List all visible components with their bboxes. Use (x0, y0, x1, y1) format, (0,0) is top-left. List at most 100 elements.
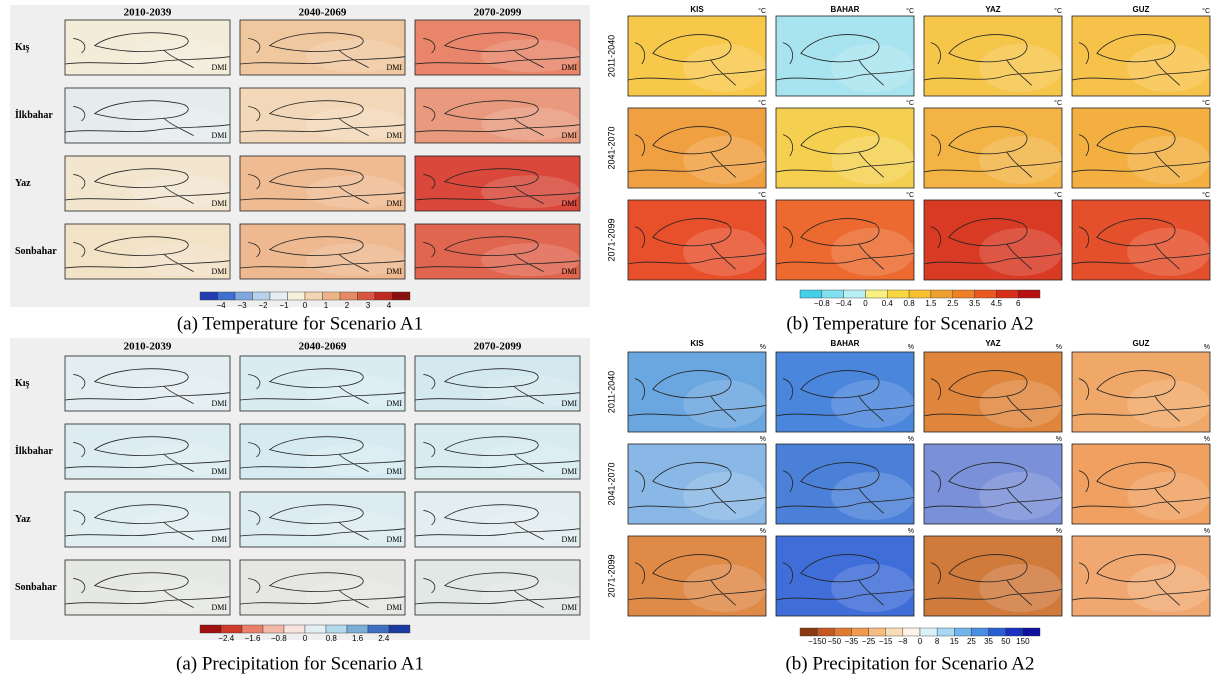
colorbar-box (903, 628, 920, 636)
column-header: 2070-2099 (474, 341, 522, 353)
column-header: 2010-2039 (124, 7, 172, 19)
map-shading (1127, 228, 1210, 276)
colorbar-box (326, 625, 347, 633)
unit-label: °C (758, 191, 766, 199)
map-shading (831, 228, 914, 276)
colorbar-tick-label: −2 (258, 301, 268, 310)
panel-label: DMI (386, 131, 402, 140)
panel-label: DMI (211, 267, 227, 276)
colorbar-box (323, 292, 341, 300)
colorbar-box (822, 290, 844, 298)
map-shading (831, 472, 914, 520)
panel-label: DMI (386, 399, 402, 408)
unit-label: % (1204, 344, 1210, 351)
map-shading (979, 228, 1062, 276)
colorbar-box (1006, 628, 1023, 636)
unit-label: % (760, 528, 766, 535)
column-header: BAHAR (831, 339, 860, 348)
colorbar-tick-label: −25 (862, 637, 876, 646)
colorbar-box (844, 290, 866, 298)
map-shading (1127, 564, 1210, 612)
map-shading (979, 44, 1062, 92)
column-header: BAHAR (831, 5, 860, 14)
colorbar-box (368, 625, 389, 633)
map-shading (979, 472, 1062, 520)
colorbar-tick-label: −35 (845, 637, 859, 646)
colorbar-tick-label: 6 (1016, 299, 1021, 308)
colorbar-box (253, 292, 271, 300)
column-header: 2070-2099 (474, 7, 522, 19)
colorbar-box (284, 625, 305, 633)
colorbar-box (389, 625, 410, 633)
column-header: KIS (690, 5, 704, 14)
colorbar-tick-label: 2.4 (378, 634, 390, 643)
colorbar-tick-label: 8 (935, 637, 940, 646)
panel-label: DMI (561, 267, 577, 276)
map-shading (831, 380, 914, 428)
colorbar-box (200, 292, 218, 300)
panel-label: DMI (386, 467, 402, 476)
panel-label: DMI (386, 63, 402, 72)
colorbar-tick-label: −1 (279, 301, 289, 310)
map-shading (683, 136, 766, 184)
colorbar-box (242, 625, 263, 633)
column-header: YAZ (985, 5, 1000, 14)
unit-label: °C (758, 99, 766, 107)
colorbar-tick-label: −1.6 (245, 634, 261, 643)
unit-label: °C (1054, 99, 1062, 107)
panel-label: DMI (211, 131, 227, 140)
colorbar-tick-label: 0.8 (904, 299, 916, 308)
map-shading (683, 564, 766, 612)
row-label: Sonbahar (15, 246, 57, 257)
colorbar-box (221, 625, 242, 633)
colorbar-box (834, 628, 851, 636)
colorbar-box (953, 290, 975, 298)
colorbar-box (393, 292, 411, 300)
unit-label: % (1204, 528, 1210, 535)
colorbar-box (218, 292, 236, 300)
unit-label: °C (1202, 7, 1210, 15)
map-shading (683, 380, 766, 428)
column-header: KIS (690, 339, 704, 348)
colorbar-tick-label: 2.5 (947, 299, 959, 308)
colorbar-tick-label: 35 (984, 637, 993, 646)
row-label: 2071-2099 (606, 554, 616, 597)
unit-label: °C (1054, 7, 1062, 15)
colorbar-box (800, 628, 817, 636)
panel-label: DMI (561, 199, 577, 208)
column-header: 2040-2069 (299, 7, 347, 19)
colorbar-tick-label: 0 (863, 299, 868, 308)
caption: (b) Precipitation for Scenario A2 (785, 653, 1034, 674)
map-shading (1127, 44, 1210, 92)
colorbar-box (305, 292, 323, 300)
map-shading (831, 44, 914, 92)
colorbar-tick-label: 150 (1016, 637, 1030, 646)
map-shading (979, 136, 1062, 184)
colorbar-tick-label: −0.4 (836, 299, 852, 308)
colorbar-box (909, 290, 931, 298)
map-shading (1127, 380, 1210, 428)
panel-label: DMI (561, 399, 577, 408)
colorbar-tick-label: 15 (950, 637, 959, 646)
unit-label: % (1056, 344, 1062, 351)
row-label: 2071-2099 (606, 218, 616, 261)
colorbar-box (920, 628, 937, 636)
colorbar-tick-label: 3.5 (969, 299, 981, 308)
panel-label: DMI (211, 199, 227, 208)
colorbar-box (1018, 290, 1040, 298)
panel-label: DMI (561, 63, 577, 72)
unit-label: % (908, 436, 914, 443)
colorbar-box (817, 628, 834, 636)
colorbar-tick-label: 0 (303, 301, 308, 310)
map-shading (683, 472, 766, 520)
panel-label: DMI (211, 467, 227, 476)
row-label: Sonbahar (15, 582, 57, 593)
colorbar-box (954, 628, 971, 636)
colorbar-tick-label: 0.8 (326, 634, 338, 643)
colorbar-tick-label: 1.5 (925, 299, 937, 308)
caption: (a) Temperature for Scenario A1 (177, 313, 423, 334)
map-shading (979, 380, 1062, 428)
colorbar-tick-label: −0.8 (271, 634, 287, 643)
column-header: 2040-2069 (299, 341, 347, 353)
column-header: GUZ (1133, 339, 1150, 348)
